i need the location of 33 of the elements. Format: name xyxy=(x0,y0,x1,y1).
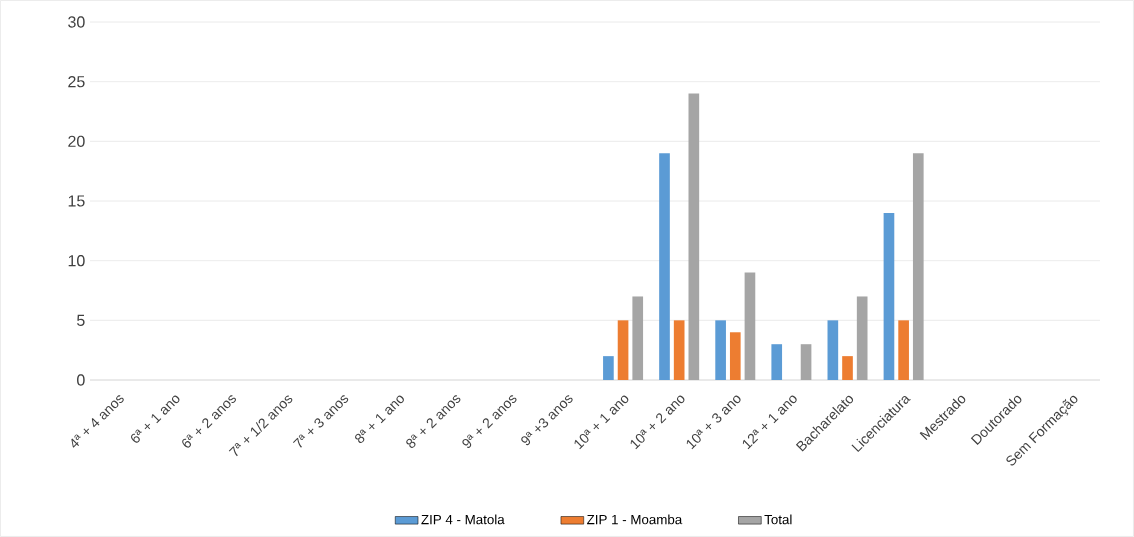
bar xyxy=(673,320,685,380)
bar xyxy=(617,320,629,380)
y-tick-label: 10 xyxy=(68,255,85,267)
x-tick-label: 10ª + 1 ano xyxy=(574,395,629,450)
y-tick-label: 25 xyxy=(68,76,85,88)
bar xyxy=(856,296,868,380)
bar xyxy=(912,153,924,380)
x-tick-label: 8ª + 1 ano xyxy=(355,395,404,444)
bar xyxy=(883,212,895,380)
x-tick-label: 12ª + 1 ano xyxy=(742,395,797,450)
bar xyxy=(898,320,909,380)
bar xyxy=(632,296,644,380)
y-tick-label: 20 xyxy=(68,135,85,147)
bar xyxy=(659,153,670,380)
bar xyxy=(729,332,741,380)
y-tick-label: 0 xyxy=(77,374,85,386)
y-tick-label: 5 xyxy=(77,314,85,326)
x-tick-label: 10ª + 2 ano xyxy=(630,395,685,450)
bar xyxy=(688,93,700,380)
legend-label: ZIP 4 - Matola xyxy=(421,514,505,525)
x-tick-label: 10ª + 3 ano xyxy=(686,395,741,450)
bar xyxy=(827,320,839,380)
bar xyxy=(800,344,812,380)
bar xyxy=(715,320,726,380)
bar xyxy=(842,356,853,380)
legend-label: ZIP 1 - Moamba xyxy=(587,514,683,525)
legend-label: Total xyxy=(764,514,792,525)
bar xyxy=(603,356,614,380)
y-tick-label: 30 xyxy=(68,16,85,28)
bar xyxy=(744,272,756,380)
bar xyxy=(771,344,783,380)
x-tick-label: 6ª + 1 ano xyxy=(131,395,180,443)
y-tick-label: 15 xyxy=(68,195,85,207)
